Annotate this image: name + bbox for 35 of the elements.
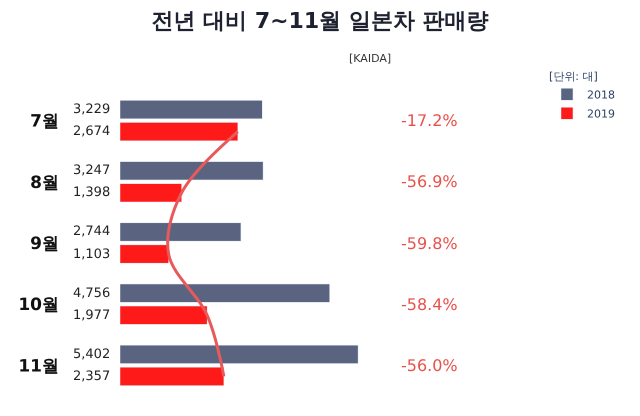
legend-title: [단위: 대] (549, 70, 598, 83)
bar (120, 284, 330, 303)
y-tick-label: 11월 (18, 356, 59, 376)
data-label: 2,744 (73, 224, 110, 239)
text: -56.0% (401, 356, 458, 375)
data-label: 1,977 (73, 308, 110, 323)
data-label: 2,674 (73, 124, 110, 139)
y-tick-label: 7월 (30, 112, 59, 132)
bar (120, 161, 264, 180)
bar (120, 222, 242, 242)
text: -58.4% (401, 295, 458, 314)
bar (120, 100, 263, 120)
chart-subtitle: [KAIDA] (349, 52, 392, 65)
bar (120, 344, 358, 364)
y-tick-label: 10월 (18, 295, 59, 316)
text: -17.2% (401, 111, 458, 130)
data-label: 3,229 (73, 102, 110, 117)
text: -59.8% (401, 234, 458, 253)
data-label: 1,103 (73, 247, 110, 262)
bar (120, 244, 169, 264)
data-label: 1,398 (73, 185, 110, 200)
data-label: 3,247 (73, 163, 110, 178)
bar (120, 306, 208, 325)
legend-label: 2018 (587, 88, 615, 102)
y-tick-label: 9월 (30, 234, 59, 254)
chart-title: 전년 대비 7~11월 일본차 판매량 (152, 8, 488, 34)
bar (120, 122, 238, 142)
data-label: 2,357 (73, 369, 110, 384)
y-tick-label: 8월 (30, 172, 59, 193)
data-label: 4,756 (73, 286, 110, 301)
text: -56.9% (401, 172, 458, 191)
legend-label: 2019 (587, 108, 615, 121)
bar (120, 183, 182, 202)
data-label: 5,402 (73, 347, 110, 362)
bar (120, 366, 224, 386)
